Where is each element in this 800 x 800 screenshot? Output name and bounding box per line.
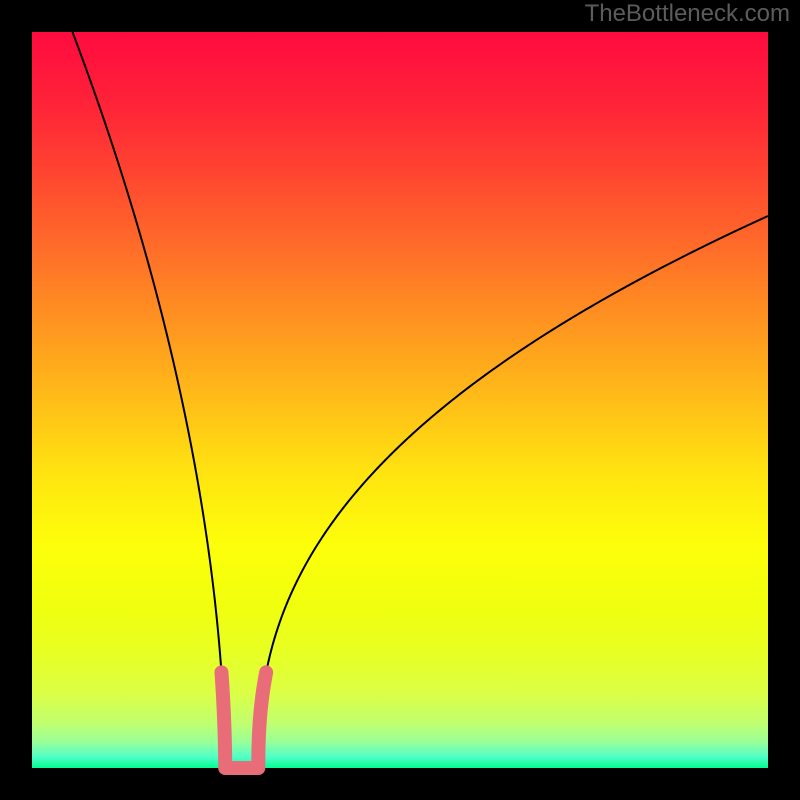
chart-container: TheBottleneck.com (0, 0, 800, 800)
watermark-text: TheBottleneck.com (585, 0, 790, 28)
chart-svg (0, 0, 800, 800)
plot-background (32, 32, 768, 768)
